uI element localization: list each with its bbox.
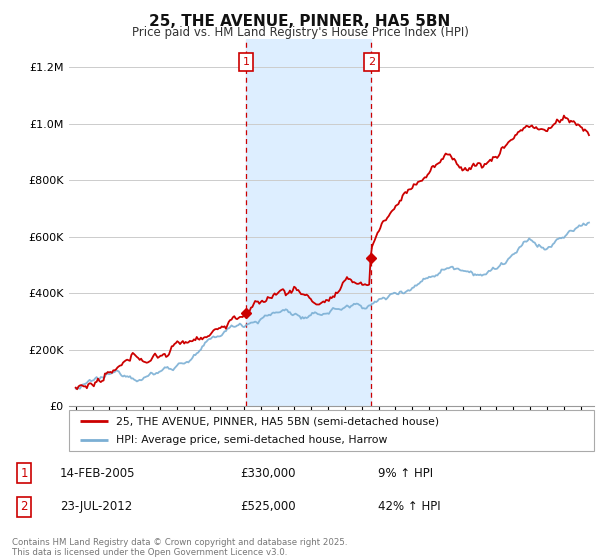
Text: Price paid vs. HM Land Registry's House Price Index (HPI): Price paid vs. HM Land Registry's House … [131, 26, 469, 39]
Text: 14-FEB-2005: 14-FEB-2005 [60, 466, 136, 480]
Text: 23-JUL-2012: 23-JUL-2012 [60, 500, 132, 514]
Text: 2: 2 [20, 500, 28, 514]
Text: 2: 2 [368, 57, 375, 67]
Text: £525,000: £525,000 [240, 500, 296, 514]
Bar [246, 39, 371, 406]
FancyBboxPatch shape [69, 410, 594, 451]
Text: 42% ↑ HPI: 42% ↑ HPI [378, 500, 440, 514]
Text: Contains HM Land Registry data © Crown copyright and database right 2025.
This d: Contains HM Land Registry data © Crown c… [12, 538, 347, 557]
Text: 1: 1 [20, 466, 28, 480]
Text: HPI: Average price, semi-detached house, Harrow: HPI: Average price, semi-detached house,… [116, 435, 388, 445]
Text: £330,000: £330,000 [240, 466, 296, 480]
Text: 1: 1 [242, 57, 250, 67]
Text: 25, THE AVENUE, PINNER, HA5 5BN: 25, THE AVENUE, PINNER, HA5 5BN [149, 14, 451, 29]
Text: 25, THE AVENUE, PINNER, HA5 5BN (semi-detached house): 25, THE AVENUE, PINNER, HA5 5BN (semi-de… [116, 417, 439, 426]
Text: 9% ↑ HPI: 9% ↑ HPI [378, 466, 433, 480]
